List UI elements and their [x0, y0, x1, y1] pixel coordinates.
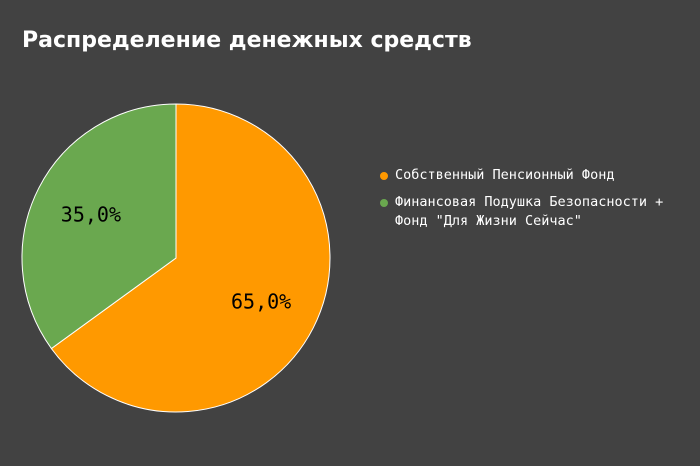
legend-label-pension-fund: Собственный Пенсионный Фонд [395, 167, 615, 183]
legend-swatch-financial-cushion [380, 199, 388, 207]
legend-label-financial-cushion: Финансовая Подушка Безопасности + Фонд "… [395, 194, 664, 229]
chart-legend: Собственный Пенсионный Фонд Финансовая П… [380, 166, 680, 239]
pie-data-labels: 65,0% 35,0% [61, 203, 291, 314]
legend-item-financial-cushion: Финансовая Подушка Безопасности + Фонд "… [380, 193, 680, 231]
pie-slice-financial-cushion [21, 103, 177, 350]
data-label-financial-cushion: 35,0% [61, 203, 121, 227]
legend-item-pension-fund: Собственный Пенсионный Фонд [380, 166, 680, 185]
pie-slices [21, 103, 331, 413]
pie-slice-pension-fund [50, 103, 331, 413]
legend-swatch-pension-fund [380, 172, 388, 180]
data-label-pension-fund: 65,0% [231, 289, 291, 313]
chart-title: Распределение денежных средств [22, 28, 472, 53]
